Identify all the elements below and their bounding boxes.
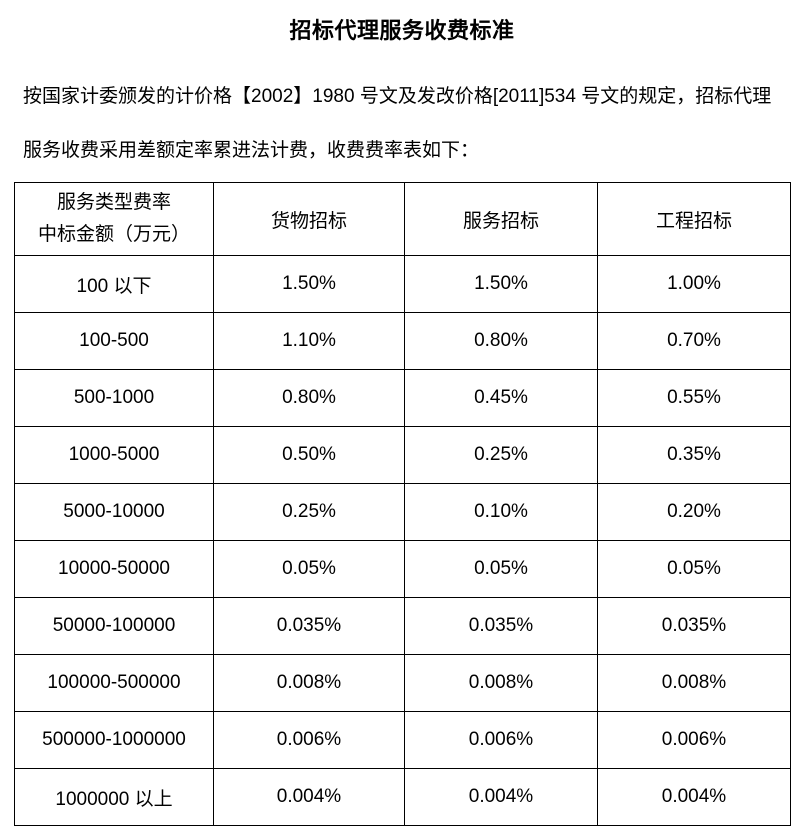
header-service-tender: 服务招标 — [404, 182, 598, 256]
service-rate-cell: 0.008% — [404, 654, 598, 712]
service-rate-cell: 0.05% — [404, 540, 598, 598]
amount-range-cell: 10000-50000 — [14, 540, 214, 598]
engineering-rate-cell: 0.035% — [597, 597, 791, 655]
table-row: 100000-500000 0.008% 0.008% 0.008% — [14, 654, 791, 712]
header-corner-cell: 服务类型费率 中标金额（万元） — [14, 182, 214, 256]
goods-rate-cell: 1.10% — [213, 312, 405, 370]
engineering-rate-cell: 0.05% — [597, 540, 791, 598]
service-rate-cell: 1.50% — [404, 255, 598, 313]
amount-range-cell: 100-500 — [14, 312, 214, 370]
document-title: 招标代理服务收费标准 — [289, 18, 515, 43]
service-rate-cell: 0.45% — [404, 369, 598, 427]
table-row: 1000-5000 0.50% 0.25% 0.35% — [14, 426, 791, 484]
table-row: 100-500 1.10% 0.80% 0.70% — [14, 312, 791, 370]
document-page: 招标代理服务收费标准 按国家计委颁发的计价格【2002】1980 号文及发改价格… — [0, 16, 804, 840]
table-row: 500000-1000000 0.006% 0.006% 0.006% — [14, 711, 791, 769]
fee-table-body: 100 以下 1.50% 1.50% 1.00% 100-500 1.10% 0… — [14, 255, 791, 826]
intro-line-1: 按国家计委颁发的计价格【2002】1980 号文及发改价格[2011]534 号… — [23, 86, 772, 107]
goods-rate-cell: 0.004% — [213, 768, 405, 826]
fee-rate-table: 服务类型费率 中标金额（万元） 货物招标 服务招标 工程招标 100 以下 1.… — [14, 182, 791, 826]
engineering-rate-cell: 0.006% — [597, 711, 791, 769]
service-rate-cell: 0.25% — [404, 426, 598, 484]
engineering-rate-cell: 0.55% — [597, 369, 791, 427]
corner-label-bid-amount: 中标金额（万元） — [37, 224, 190, 245]
table-header-row: 服务类型费率 中标金额（万元） 货物招标 服务招标 工程招标 — [14, 182, 791, 256]
goods-rate-cell: 0.006% — [213, 711, 405, 769]
goods-rate-cell: 0.05% — [213, 540, 405, 598]
service-rate-cell: 0.035% — [404, 597, 598, 655]
goods-rate-cell: 0.80% — [213, 369, 405, 427]
table-row: 50000-100000 0.035% 0.035% 0.035% — [14, 597, 791, 655]
service-rate-cell: 0.004% — [404, 768, 598, 826]
table-row: 10000-50000 0.05% 0.05% 0.05% — [14, 540, 791, 598]
amount-range-cell: 1000-5000 — [14, 426, 214, 484]
table-row: 1000000 以上 0.004% 0.004% 0.004% — [14, 768, 791, 826]
service-rate-cell: 0.006% — [404, 711, 598, 769]
header-engineering-tender: 工程招标 — [597, 182, 791, 256]
engineering-rate-cell: 0.004% — [597, 768, 791, 826]
goods-rate-cell: 0.008% — [213, 654, 405, 712]
intro-line-2: 服务收费采用差额定率累进法计费，收费费率表如下： — [23, 140, 480, 161]
engineering-rate-cell: 0.008% — [597, 654, 791, 712]
table-row: 5000-10000 0.25% 0.10% 0.20% — [14, 483, 791, 541]
service-rate-cell: 0.10% — [404, 483, 598, 541]
engineering-rate-cell: 0.20% — [597, 483, 791, 541]
engineering-rate-cell: 0.70% — [597, 312, 791, 370]
engineering-rate-cell: 1.00% — [597, 255, 791, 313]
goods-rate-cell: 1.50% — [213, 255, 405, 313]
table-row: 100 以下 1.50% 1.50% 1.00% — [14, 255, 791, 313]
amount-range-cell: 5000-10000 — [14, 483, 214, 541]
intro-paragraph: 按国家计委颁发的计价格【2002】1980 号文及发改价格[2011]534 号… — [23, 70, 790, 178]
corner-label-service-type-rate: 服务类型费率 — [56, 192, 171, 213]
goods-rate-cell: 0.25% — [213, 483, 405, 541]
table-row: 500-1000 0.80% 0.45% 0.55% — [14, 369, 791, 427]
fee-table-head: 服务类型费率 中标金额（万元） 货物招标 服务招标 工程招标 — [14, 182, 791, 256]
service-rate-cell: 0.80% — [404, 312, 598, 370]
amount-range-cell: 500-1000 — [14, 369, 214, 427]
goods-rate-cell: 0.035% — [213, 597, 405, 655]
goods-rate-cell: 0.50% — [213, 426, 405, 484]
engineering-rate-cell: 0.35% — [597, 426, 791, 484]
amount-range-cell: 100 以下 — [14, 255, 214, 313]
amount-range-cell: 1000000 以上 — [14, 768, 214, 826]
amount-range-cell: 500000-1000000 — [14, 711, 214, 769]
amount-range-cell: 50000-100000 — [14, 597, 214, 655]
amount-range-cell: 100000-500000 — [14, 654, 214, 712]
header-goods-tender: 货物招标 — [213, 182, 405, 256]
